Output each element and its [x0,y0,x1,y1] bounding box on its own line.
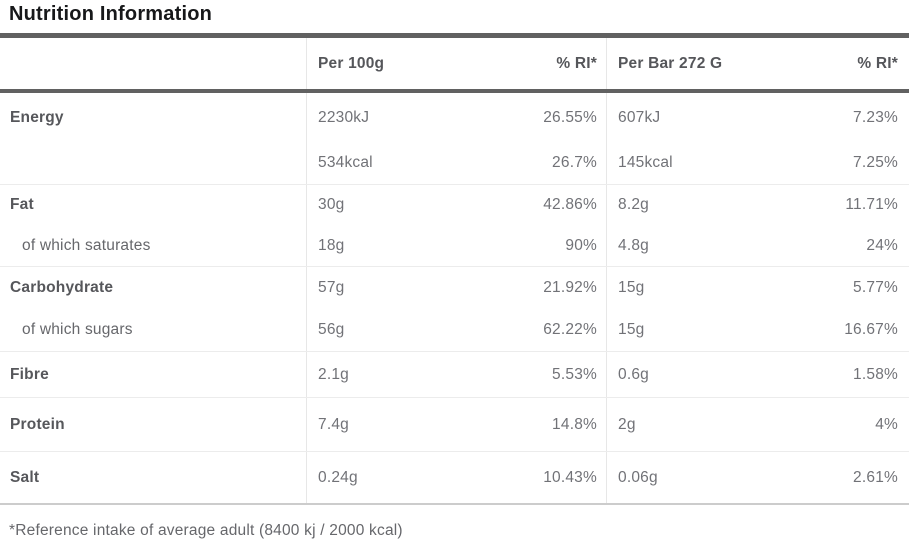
value-ri-bar: 7.23% [853,108,898,126]
value-per-100g: 7.4g [318,415,349,433]
header-ri-bar: % RI* [857,54,898,72]
row-label: Fibre [0,352,307,397]
value-per-100g: 2.1g [318,365,349,383]
row-label: Fat [0,185,307,225]
value-per-100g: 2230kJ [318,108,370,126]
row-label: Protein [0,398,307,451]
value-per-bar: 15g [618,278,645,296]
value-ri-100g: 10.43% [462,452,607,503]
value-per-bar: 8.2g [618,196,649,213]
table-row-salt: Salt 0.24g 10.43% 0.06g 2.61% [0,452,909,505]
page-title: Nutrition Information [9,3,213,25]
value-ri-100g: 26.7% [462,142,607,184]
table-header-row: Per 100g % RI* Per Bar 272 G % RI* [0,38,909,93]
value-ri-bar: 1.58% [853,365,898,383]
table-row-energy-kcal: 534kcal 26.7% 145kcal 7.25% [0,142,909,185]
table-row-energy-kj: Energy 2230kJ 26.55% 607kJ 7.23% [0,93,909,142]
value-per-100g: 18g [318,236,345,254]
header-per-100g: Per 100g [318,54,385,72]
value-ri-100g: 5.53% [462,352,607,397]
value-per-100g: 0.24g [318,468,358,486]
table-row-fibre: Fibre 2.1g 5.53% 0.6g 1.58% [0,352,909,398]
value-ri-bar: 5.77% [853,278,898,296]
value-ri-100g: 21.92% [462,267,607,308]
value-per-bar: 4.8g [618,236,649,254]
value-per-bar: 0.6g [618,365,649,383]
value-per-100g: 57g [318,278,345,296]
table-row-saturates: of which saturates 18g 90% 4.8g 24% [0,225,909,267]
value-per-100g: 56g [318,320,345,338]
value-ri-bar: 4% [875,415,898,433]
table-row-carbohydrate: Carbohydrate 57g 21.92% 15g 5.77% [0,267,909,308]
header-per-bar: Per Bar 272 G [618,54,723,72]
value-ri-100g: 62.22% [462,308,607,351]
row-label: Carbohydrate [0,267,307,308]
nutrition-table: Per 100g % RI* Per Bar 272 G % RI* Energ… [0,33,909,505]
table-row-sugars: of which sugars 56g 62.22% 15g 16.67% [0,308,909,352]
value-per-100g: 534kcal [318,154,373,171]
value-ri-bar: 16.67% [844,320,898,338]
header-ri-100g: % RI* [462,38,607,89]
value-ri-100g: 14.8% [462,398,607,451]
row-label: Salt [0,452,307,503]
value-per-bar: 15g [618,320,645,338]
value-ri-100g: 42.86% [462,185,607,225]
value-per-bar: 145kcal [618,154,673,171]
value-per-100g: 30g [318,196,345,213]
table-row-protein: Protein 7.4g 14.8% 2g 4% [0,398,909,452]
value-per-bar: 607kJ [618,108,661,126]
value-ri-bar: 11.71% [845,196,898,213]
value-ri-100g: 26.55% [462,93,607,142]
reference-intake-footnote: *Reference intake of average adult (8400… [9,522,403,539]
row-label: of which sugars [0,308,307,351]
value-per-bar: 2g [618,415,636,433]
value-ri-100g: 90% [462,225,607,266]
value-ri-bar: 7.25% [853,154,898,171]
row-label: Energy [0,93,307,142]
row-label: of which saturates [0,225,307,266]
value-ri-bar: 24% [866,236,898,254]
value-ri-bar: 2.61% [853,468,898,486]
row-label [0,142,307,184]
header-label [0,38,307,89]
table-row-fat: Fat 30g 42.86% 8.2g 11.71% [0,185,909,225]
value-per-bar: 0.06g [618,468,658,486]
